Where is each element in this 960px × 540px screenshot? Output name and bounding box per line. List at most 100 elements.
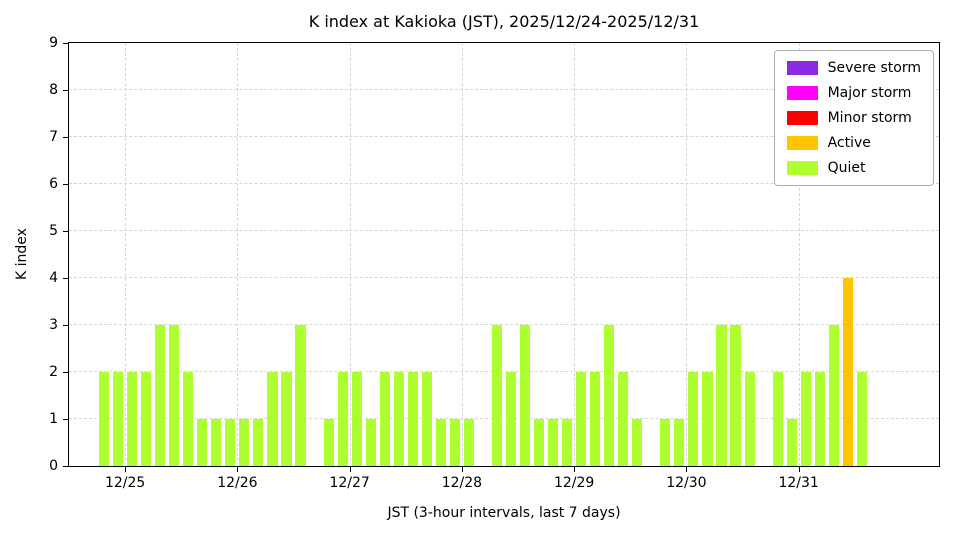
k-index-bar [99, 372, 110, 466]
x-tick-mark [574, 467, 576, 472]
legend-swatch-icon [786, 136, 818, 150]
y-tick-mark [63, 137, 68, 138]
k-index-bar [463, 419, 474, 466]
k-index-bar [127, 372, 138, 466]
h-gridline [69, 371, 939, 372]
k-index-bar [702, 372, 713, 466]
y-tick-label: 5 [49, 223, 58, 239]
v-gridline [125, 43, 127, 466]
k-index-bar [730, 325, 741, 466]
k-index-bar [323, 419, 334, 466]
k-index-bar [842, 278, 853, 466]
x-tick-label: 12/28 [441, 475, 483, 491]
k-index-bar [449, 419, 460, 466]
k-index-bar [688, 372, 699, 466]
k-index-bar [744, 372, 755, 466]
k-index-bar [534, 419, 545, 466]
x-tick-mark [686, 467, 688, 472]
y-tick-label: 3 [49, 317, 58, 333]
k-index-bar [155, 325, 166, 466]
k-index-bar [548, 419, 559, 466]
x-tick-mark [125, 467, 127, 472]
legend-label: Minor storm [827, 110, 912, 126]
k-index-bar [351, 372, 362, 466]
k-index-bar [183, 372, 194, 466]
x-tick-mark [461, 467, 463, 472]
legend-swatch-icon [786, 61, 818, 75]
y-tick-mark [63, 184, 68, 185]
legend-label: Major storm [827, 85, 912, 101]
y-tick-mark [63, 90, 68, 91]
plot-area: Severe storm Major storm Minor storm Active… [68, 42, 940, 467]
k-index-bar [590, 372, 601, 466]
k-index-bar [365, 419, 376, 466]
legend-entry: Active [786, 135, 921, 151]
y-tick-label: 6 [49, 176, 58, 192]
legend-label: Active [827, 135, 871, 151]
y-tick-label: 1 [49, 411, 58, 427]
h-gridline [69, 89, 939, 90]
legend-entry: Quiet [786, 160, 921, 176]
v-gridline [237, 43, 239, 466]
k-index-bar [519, 325, 531, 466]
v-gridline [574, 43, 576, 466]
h-gridline [69, 183, 939, 185]
h-gridline [69, 230, 939, 231]
x-tick-mark [349, 467, 351, 472]
x-tick-label: 12/31 [778, 475, 819, 491]
k-index-bar [828, 325, 839, 466]
x-tick-label: 12/27 [329, 475, 370, 491]
k-index-bar [211, 419, 222, 466]
k-index-bar [141, 372, 152, 466]
k-index-bar [113, 372, 124, 466]
v-gridline [461, 43, 463, 466]
k-index-bar [660, 419, 671, 466]
k-index-bar [225, 419, 236, 466]
legend-swatch-icon [786, 86, 818, 100]
legend-label: Severe storm [827, 60, 921, 76]
h-gridline [69, 324, 939, 326]
k-index-bar [674, 419, 685, 466]
y-tick-label: 2 [49, 364, 58, 380]
x-axis-label: JST (3-hour intervals, last 7 days) [387, 505, 621, 521]
k-index-bar [337, 372, 348, 466]
legend: Severe storm Major storm Minor storm Active… [773, 50, 934, 186]
v-gridline [798, 43, 800, 466]
k-index-bar [856, 372, 867, 466]
y-tick-mark [63, 43, 68, 44]
k-index-bar [562, 419, 573, 466]
h-gridline [69, 277, 939, 278]
k-index-bar [253, 419, 264, 466]
y-tick-label: 7 [49, 129, 58, 145]
k-index-bar [169, 325, 180, 466]
legend-entry: Major storm [786, 85, 921, 101]
x-tick-mark [798, 467, 800, 472]
k-index-bar [267, 372, 278, 466]
k-index-bar [421, 372, 432, 466]
y-tick-label: 0 [49, 458, 58, 474]
k-index-bar [716, 325, 727, 466]
k-index-bar [814, 372, 825, 466]
legend-entry: Severe storm [786, 60, 921, 76]
legend-swatch-icon [786, 111, 818, 125]
y-tick-label: 9 [49, 35, 58, 51]
k-index-bar [618, 372, 629, 466]
y-tick-label: 4 [49, 270, 58, 286]
y-tick-label: 8 [49, 82, 58, 98]
h-gridline [69, 418, 939, 419]
chart-title: K index at Kakioka (JST), 2025/12/24-202… [308, 12, 700, 31]
y-tick-mark [63, 466, 68, 467]
k-index-bar [786, 419, 797, 466]
k-index-bar [197, 419, 208, 466]
k-index-bar [491, 325, 503, 466]
x-tick-label: 12/29 [553, 475, 595, 491]
k-index-bar [800, 372, 811, 466]
v-gridline [686, 43, 688, 466]
k-index-bar [772, 372, 783, 466]
legend-label: Quiet [827, 160, 866, 176]
y-tick-mark [63, 419, 68, 420]
k-index-bar [604, 325, 615, 466]
v-gridline [349, 43, 351, 466]
x-tick-label: 12/25 [104, 475, 146, 491]
